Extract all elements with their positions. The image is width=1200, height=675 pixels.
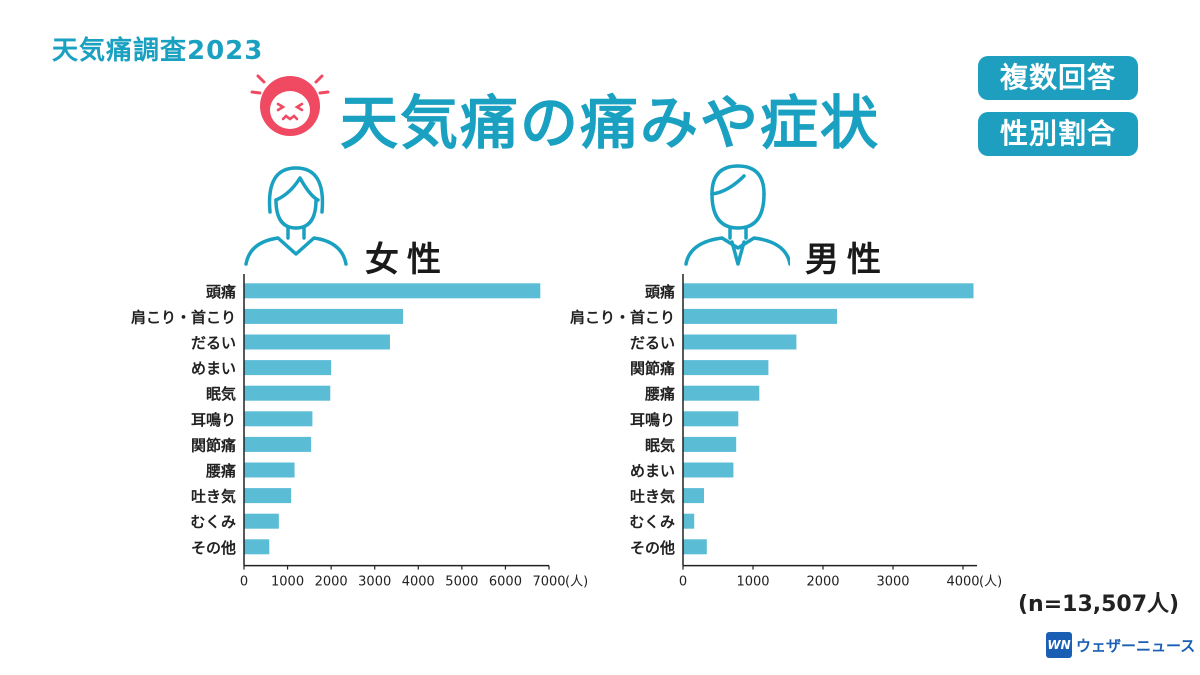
x-tick-label: 3000 [876,575,909,590]
x-tick-label: 2000 [806,575,839,590]
bar [244,308,404,324]
female-person-icon [240,160,350,270]
bar [244,488,292,504]
bar [683,462,734,478]
sample-size-note: (n=13,507人) [1018,592,1180,617]
logo-mark: WN [1046,632,1072,658]
gender-ratio-badge: 性別割合 [978,112,1138,156]
category-label: 頭痛 [645,283,675,301]
multiple-answer-badge: 複数回答 [978,56,1138,100]
x-unit-label: (人) [565,575,588,590]
bar [683,488,704,504]
category-label: 耳鳴り [191,411,236,429]
x-tick-label: 0 [679,575,687,590]
bar [683,436,737,452]
x-tick-label: 4000 [946,575,979,590]
x-tick-label: 1000 [736,575,769,590]
category-label: 吐き気 [630,488,675,506]
category-label: 吐き気 [191,488,236,506]
x-tick-label: 7000 [532,575,565,590]
x-tick-label: 4000 [402,575,435,590]
category-label: 関節痛 [191,436,236,454]
charts-area: 頭痛 肩こり・首こり だるい めまい 眠気 耳鳴り 関節痛 腰痛 吐き気 むくみ その他 0 1000 2… [0,270,1200,600]
category-label: 腰痛 [644,385,675,403]
series-tag: 天気痛調査2023 [52,36,264,66]
bar [244,513,279,529]
pained-face-icon [250,62,330,142]
bar [244,462,295,478]
bar [244,385,331,401]
category-label: だるい [191,334,236,352]
category-label: 眠気 [206,385,236,403]
bar [683,283,974,299]
category-label: 関節痛 [630,360,675,378]
page-title: 天気痛の痛みや症状 [340,89,881,157]
weathernews-logo: WN ウェザーニュース [1046,632,1195,658]
bar [683,539,707,555]
x-tick-label: 6000 [489,575,522,590]
bar [683,334,797,350]
category-label: むくみ [629,513,675,531]
category-label: 肩こり・首こり [570,308,675,326]
category-label: 腰痛 [205,462,236,480]
bar [683,513,695,529]
x-tick-label: 1000 [271,575,304,590]
female-label: 女性 [365,240,449,280]
category-label: だるい [630,334,675,352]
category-label: 耳鳴り [630,411,675,429]
x-unit-label: (人) [979,575,1002,590]
bar [244,283,541,299]
x-tick-label: 5000 [445,575,478,590]
bar [683,385,760,401]
category-label: めまい [191,360,236,378]
bar [683,360,769,376]
x-tick-label: 0 [240,575,248,590]
bar [244,411,313,427]
male-person-icon [680,158,792,270]
category-label: その他 [191,539,236,557]
category-label: 眠気 [645,436,675,454]
bar [244,360,332,376]
category-label: 頭痛 [206,283,236,301]
male-label: 男性 [805,240,889,280]
x-tick-label: 2000 [315,575,348,590]
category-label: めまい [630,462,675,480]
x-tick-label: 3000 [358,575,391,590]
bar [683,411,739,427]
category-label: その他 [630,539,675,557]
category-label: 肩こり・首こり [131,308,236,326]
logo-text: ウェザーニュース [1076,636,1196,655]
bar [683,308,837,324]
category-label: むくみ [190,513,236,531]
bar [244,539,270,555]
bar [244,334,390,350]
bar [244,436,312,452]
